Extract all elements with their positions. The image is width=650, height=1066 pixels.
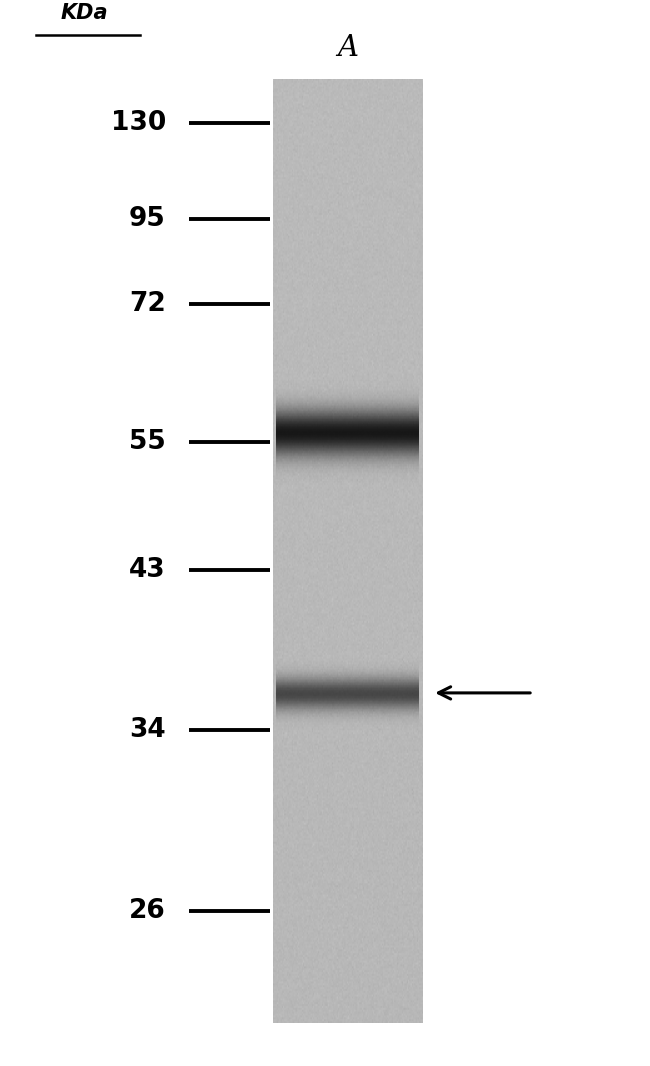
- Text: 130: 130: [111, 110, 166, 135]
- Text: 55: 55: [129, 430, 166, 455]
- Text: A: A: [337, 34, 358, 62]
- Text: KDa: KDa: [60, 3, 109, 23]
- Text: 95: 95: [129, 206, 166, 231]
- Text: 72: 72: [129, 291, 166, 317]
- Text: 34: 34: [129, 717, 166, 743]
- Text: 26: 26: [129, 899, 166, 924]
- Text: 43: 43: [129, 558, 166, 583]
